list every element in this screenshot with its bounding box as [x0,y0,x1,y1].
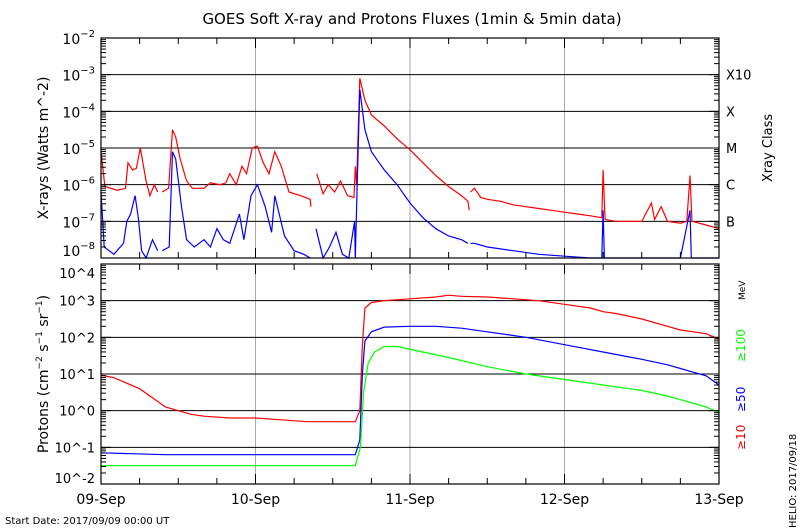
y-tick-label: 10^-1 [55,441,95,456]
y-tick-label: 10^-2 [55,472,95,487]
series-line-x-ray-short-0-5-4-a- [100,89,719,260]
helio-date-label: HELIO: 2017/09/18 [788,434,799,528]
series-line-x-ray-long-1-8-a- [100,78,720,230]
y-tick-label: 10^2 [59,331,95,346]
series-line--10 [100,294,720,423]
y-tick-label: 10−3 [62,66,95,85]
xray-panel: 10−8 10−7 10−6 10−5 10−4 10−3 10−2 [62,29,720,260]
xray-class-label: M [726,142,737,157]
y-tick-label: 10−7 [62,212,95,231]
y-tick-label: 10^3 [59,295,95,310]
xray-class-label: C [726,179,735,194]
x-tick-label: 13-Sep [694,492,743,508]
start-date-label: Start Date: 2017/09/09 00:00 UT [5,516,170,527]
energy-label-ge10: ≥10 [734,425,748,450]
y-tick-label: 10^4 [59,267,95,282]
y-tick-label: 10−6 [62,176,95,195]
xray-class-axis-label: Xray Class [761,114,776,182]
y-tick-label: 10−2 [62,29,95,48]
series-line--100 [101,345,720,467]
xray-class-label: X [726,105,735,120]
xray-y-axis-label: X-rays (Watts m^-2) [36,77,52,220]
y-tick-label: 10^1 [59,368,95,383]
y-tick-label: 10−4 [62,102,95,121]
y-tick-label: 10^0 [59,405,95,420]
y-axis-label: Protons (cm−2 s−1 sr−1) [35,295,52,453]
series-line--50 [100,325,720,456]
xray-class-label: B [726,215,735,230]
y-tick-label: 10−5 [62,139,95,158]
energy-label-ge50: ≥50 [734,387,748,412]
y-tick-label: 10−8 [62,241,95,260]
x-tick-label: 09-Sep [76,492,125,508]
xray-class-label: X10 [726,69,751,84]
chart-title: GOES Soft X-ray and Protons Fluxes (1min… [202,10,621,28]
x-tick-label: 12-Sep [540,492,589,508]
mev-label: MeV [738,280,748,300]
protons-panel: 10^-2 10^-1 10^0 10^1 10^2 10^3 10^4 Protons (c… [35,263,720,487]
x-tick-label: 10-Sep [231,492,280,508]
energy-label-ge100: ≥100 [734,329,748,362]
x-tick-label: 11-Sep [385,492,434,508]
